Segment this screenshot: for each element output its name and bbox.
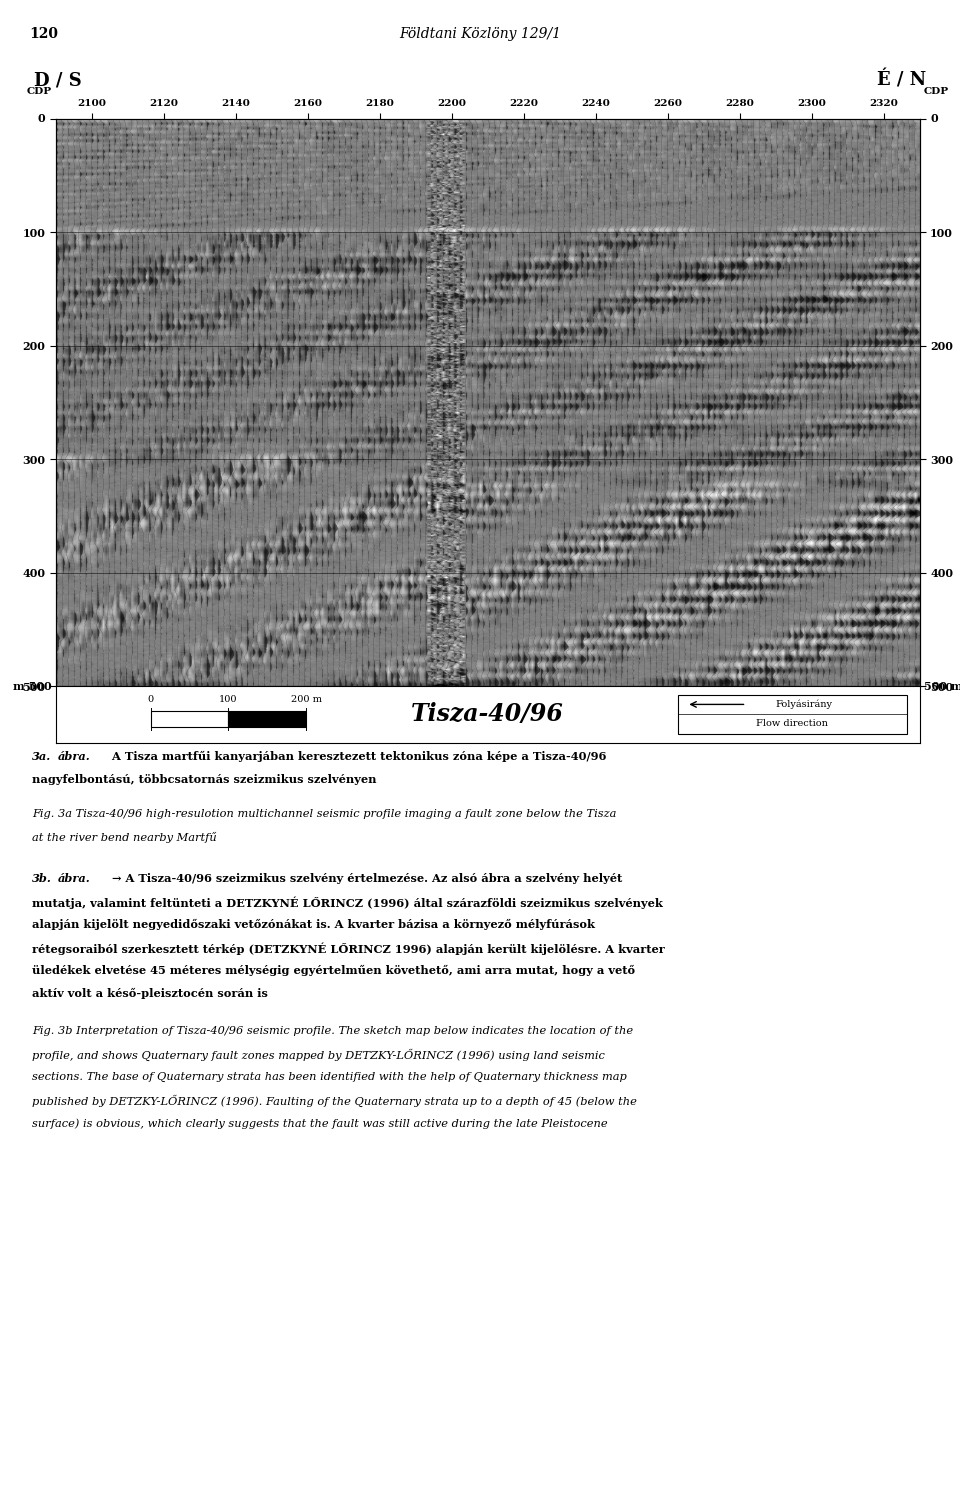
Text: alapján kijelölt negyedidőszaki vetőzónákat is. A kvarter bázisa a környező mély: alapján kijelölt negyedidőszaki vetőzóná…	[32, 919, 594, 930]
Text: 500 m: 500 m	[924, 680, 960, 692]
Text: D / S: D / S	[34, 71, 82, 89]
Text: Flow direction: Flow direction	[756, 719, 828, 728]
Text: 3a.: 3a.	[32, 751, 51, 762]
Text: 200 m: 200 m	[291, 695, 322, 704]
Text: Fig. 3a Tisza-40/96 high-resulotion multichannel seismic profile imaging a fault: Fig. 3a Tisza-40/96 high-resulotion mult…	[32, 809, 616, 820]
Text: surface) is obvious, which clearly suggests that the fault was still active duri: surface) is obvious, which clearly sugge…	[32, 1118, 608, 1129]
Text: → A Tisza-40/96 szeizmikus szelvény értelmezése. Az alsó ábra a szelvény helyét: → A Tisza-40/96 szeizmikus szelvény érte…	[108, 873, 623, 884]
Text: mutatja, valamint feltünteti a DETZKYNÉ LŐRINCZ (1996) által szárazföldi szeizmi: mutatja, valamint feltünteti a DETZKYNÉ …	[32, 897, 662, 909]
Text: m 500: m 500	[12, 680, 51, 692]
Text: at the river bend nearby Martfű: at the river bend nearby Martfű	[32, 832, 216, 843]
Text: Földtani Közlöny 129/1: Földtani Közlöny 129/1	[399, 27, 561, 40]
Text: sections. The base of Quaternary strata has been identified with the help of Qua: sections. The base of Quaternary strata …	[32, 1072, 627, 1083]
Text: üledékek elvetése 45 méteres mélységig egyértelműen követhető, ami arra mutat, h: üledékek elvetése 45 méteres mélységig e…	[32, 965, 635, 976]
Text: 100: 100	[219, 695, 238, 704]
Text: 3b.: 3b.	[32, 873, 52, 884]
Text: CDP: CDP	[924, 88, 949, 97]
Text: rétegsoraiból szerkesztett térkép (DETZKYNÉ LŐRINCZ 1996) alapján került kijelöl: rétegsoraiból szerkesztett térkép (DETZK…	[32, 943, 664, 955]
Text: aktív volt a késő-pleisztocén során is: aktív volt a késő-pleisztocén során is	[32, 989, 268, 999]
Text: 0: 0	[930, 113, 938, 125]
Text: 0: 0	[37, 113, 45, 125]
Text: Folyásirány: Folyásirány	[775, 699, 832, 708]
Text: Tisza-40/96: Tisza-40/96	[411, 702, 564, 726]
Text: ábra.: ábra.	[58, 751, 90, 762]
Text: CDP: CDP	[26, 88, 51, 97]
Bar	[678, 695, 906, 734]
Text: A Tisza martfűi kanyarjában keresztezett tektonikus zóna képe a Tisza-40/96: A Tisza martfűi kanyarjában keresztezett…	[108, 751, 607, 762]
Text: nagyfelbontású, többcsatornás szeizmikus szelvényen: nagyfelbontású, többcsatornás szeizmikus…	[32, 775, 376, 786]
Text: ábra.: ábra.	[58, 873, 90, 884]
Text: profile, and shows Quaternary fault zones mapped by DETZKY-LŐRINCZ (1996) using : profile, and shows Quaternary fault zone…	[32, 1048, 605, 1062]
Text: 0: 0	[148, 695, 154, 704]
Text: published by DETZKY-LŐRINCZ (1996). Faulting of the Quaternary strata up to a de: published by DETZKY-LŐRINCZ (1996). Faul…	[32, 1096, 636, 1108]
Text: Fig. 3b Interpretation of Tisza-40/96 seismic profile. The sketch map below indi: Fig. 3b Interpretation of Tisza-40/96 se…	[32, 1026, 633, 1037]
Text: É / N: É / N	[877, 71, 926, 89]
Bar	[151, 711, 228, 726]
Text: 120: 120	[29, 27, 58, 40]
Bar	[228, 711, 306, 726]
